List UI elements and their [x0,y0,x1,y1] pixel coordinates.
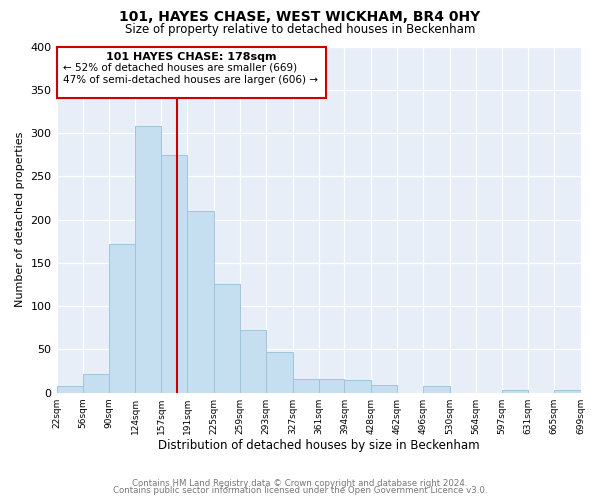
Bar [293,379,319,392]
Bar [424,386,450,392]
Y-axis label: Number of detached properties: Number of detached properties [15,132,25,308]
Bar [214,284,240,393]
Text: Contains public sector information licensed under the Open Government Licence v3: Contains public sector information licen… [113,486,487,495]
Bar [109,244,136,392]
X-axis label: Distribution of detached houses by size in Beckenham: Distribution of detached houses by size … [158,440,479,452]
Bar [83,374,109,392]
Text: 101, HAYES CHASE, WEST WICKHAM, BR4 0HY: 101, HAYES CHASE, WEST WICKHAM, BR4 0HY [119,10,481,24]
Text: Contains HM Land Registry data © Crown copyright and database right 2024.: Contains HM Land Registry data © Crown c… [132,478,468,488]
Bar [161,154,187,392]
Bar [371,385,397,392]
Bar [56,386,83,392]
Bar [266,352,293,393]
Bar [502,390,528,392]
Bar [240,330,266,392]
Text: Size of property relative to detached houses in Beckenham: Size of property relative to detached ho… [125,22,475,36]
FancyBboxPatch shape [56,46,326,98]
Text: ← 52% of detached houses are smaller (669): ← 52% of detached houses are smaller (66… [63,63,297,73]
Text: 101 HAYES CHASE: 178sqm: 101 HAYES CHASE: 178sqm [106,52,277,62]
Text: 47% of semi-detached houses are larger (606) →: 47% of semi-detached houses are larger (… [63,75,318,85]
Bar [344,380,371,392]
Bar [554,390,581,392]
Bar [187,211,214,392]
Bar [319,379,344,392]
Bar [136,126,161,392]
